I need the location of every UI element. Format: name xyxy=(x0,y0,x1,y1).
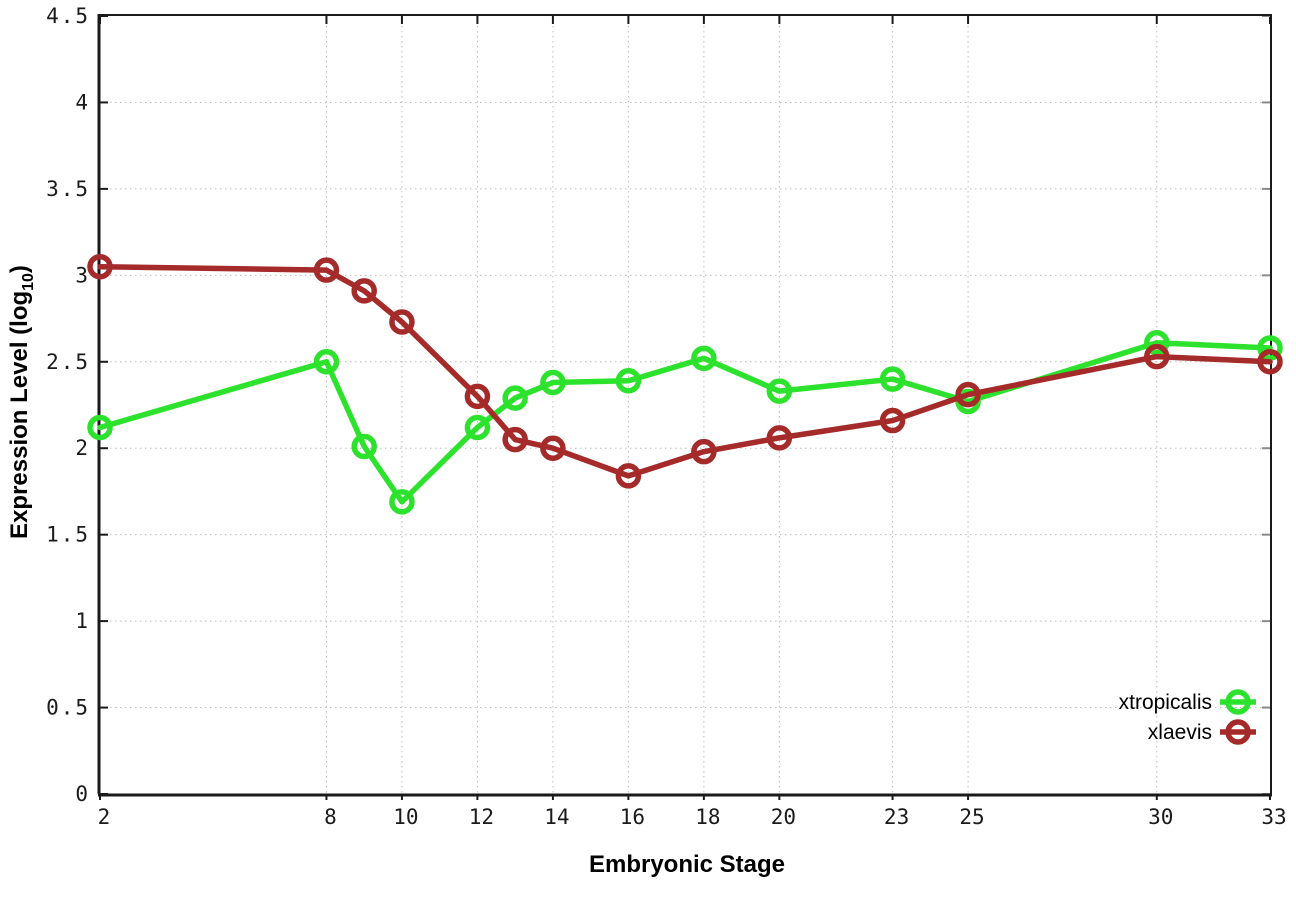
series-xtropicalis-point xyxy=(1144,330,1170,356)
series-xlaevis-point xyxy=(313,257,340,283)
series-xtropicalis-point xyxy=(691,345,717,372)
y-axis-title: Expression Level (log10) xyxy=(6,265,38,539)
series-xtropicalis-point xyxy=(87,414,113,441)
series-xtropicalis-point xyxy=(313,349,340,375)
series-xlaevis-point xyxy=(464,383,491,410)
series-xlaevis-line xyxy=(97,263,1273,479)
legend-label-xlaevis: xlaevis xyxy=(1148,721,1212,744)
y-tick-label: 1.5 xyxy=(46,523,90,547)
series-xtropicalis-point xyxy=(1257,335,1283,361)
series-xlaevis-point xyxy=(389,309,415,335)
series-xtropicalis-point xyxy=(540,369,566,396)
y-tick-label: 4.5 xyxy=(46,4,90,28)
series-xlaevis-point xyxy=(1257,349,1283,375)
series-xtropicalis-point xyxy=(502,385,528,411)
x-tick-label: 30 xyxy=(1148,805,1173,829)
x-tick-label: 23 xyxy=(884,805,909,829)
y-axis-title-text: Expression Level (log xyxy=(6,290,34,539)
series-xlaevis-point xyxy=(691,438,717,465)
series-xlaevis-point xyxy=(502,426,528,453)
y-tick-label: 1 xyxy=(75,609,90,633)
x-tick-label: 10 xyxy=(393,805,418,829)
series-xlaevis-point xyxy=(615,463,642,489)
x-tick-label: 8 xyxy=(324,805,337,829)
x-tick-label: 33 xyxy=(1261,805,1286,829)
x-tick-label: 14 xyxy=(544,805,569,829)
series-xtropicalis-point xyxy=(879,366,906,392)
series-xtropicalis-point xyxy=(351,433,377,460)
y-tick-label: 3.5 xyxy=(46,177,90,201)
y-tick-label: 2 xyxy=(75,436,90,460)
y-tick-label: 2.5 xyxy=(46,350,90,374)
legend-sample-point-xlaevis xyxy=(1225,719,1251,745)
y-tick-label: 0 xyxy=(75,782,90,806)
series-xlaevis-point xyxy=(879,407,906,434)
legend-label-xtropicalis: xtropicalis xyxy=(1119,691,1212,714)
x-tick-label: 20 xyxy=(771,805,796,829)
x-tick-label: 18 xyxy=(695,805,720,829)
series-xlaevis-point xyxy=(351,278,377,304)
x-tick-label: 12 xyxy=(469,805,494,829)
x-axis-title: Embryonic Stage xyxy=(588,851,786,878)
x-tick-label: 2 xyxy=(98,805,111,829)
y-tick-label: 3 xyxy=(75,263,90,287)
series-xtropicalis-point xyxy=(766,378,793,404)
y-axis-title-close-paren: ) xyxy=(6,265,34,274)
x-tick-label: 16 xyxy=(620,805,645,829)
y-tick-label: 0.5 xyxy=(46,696,90,720)
legend-sample-point-xtropicalis xyxy=(1225,689,1251,715)
series-xlaevis-point xyxy=(540,435,566,461)
series-xtropicalis-point xyxy=(389,489,415,515)
series-xlaevis-point xyxy=(955,381,981,408)
series-xtropicalis-point xyxy=(615,368,642,394)
series-xlaevis-point xyxy=(766,425,793,451)
y-tick-label: 4 xyxy=(75,90,90,114)
y-axis-title-subscript: 10 xyxy=(19,273,37,291)
x-tick-label: 25 xyxy=(959,805,984,829)
series-xlaevis-point xyxy=(1144,343,1170,370)
series-xtropicalis-point xyxy=(464,414,491,441)
series-xlaevis-point xyxy=(87,253,113,280)
